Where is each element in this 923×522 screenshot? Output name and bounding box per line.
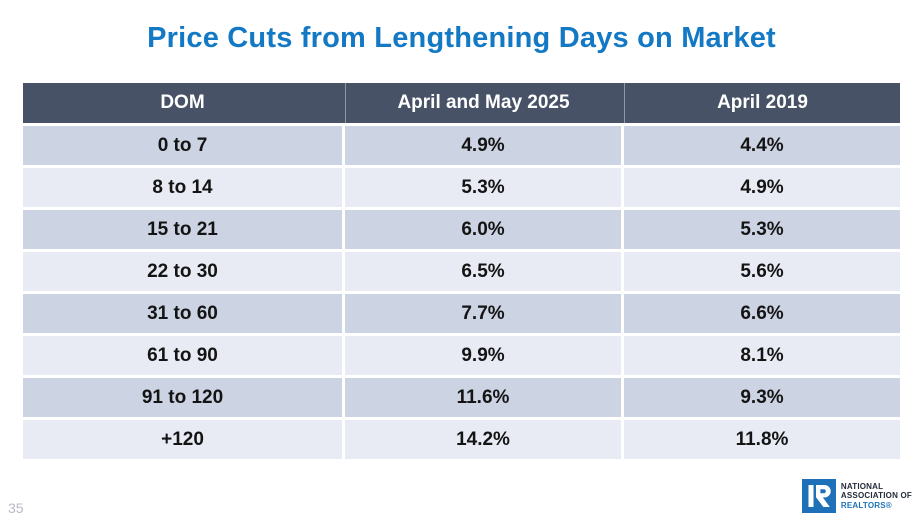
table-row: 22 to 30 6.5% 5.6% (23, 252, 900, 291)
nar-logo: NATIONAL ASSOCIATION OF REALTORS® (801, 479, 912, 513)
cell-april-2019: 4.4% (624, 126, 900, 165)
cell-april-2019: 11.8% (624, 420, 900, 459)
cell-april-may-2025: 6.5% (345, 252, 621, 291)
cell-dom: +120 (23, 420, 342, 459)
cell-april-may-2025: 6.0% (345, 210, 621, 249)
header-cell-april-2019: April 2019 (624, 83, 900, 123)
page-number: 35 (8, 500, 24, 516)
cell-april-may-2025: 11.6% (345, 378, 621, 417)
table-row: +120 14.2% 11.8% (23, 420, 900, 459)
cell-dom: 22 to 30 (23, 252, 342, 291)
cell-april-2019: 9.3% (624, 378, 900, 417)
table-row: 8 to 14 5.3% 4.9% (23, 168, 900, 207)
nar-wordmark-line1: NATIONAL (840, 481, 884, 491)
cell-dom: 91 to 120 (23, 378, 342, 417)
nar-wordmark-line3: REALTORS® (840, 500, 892, 510)
cell-april-2019: 5.6% (624, 252, 900, 291)
nar-wordmark-line2: ASSOCIATION OF (840, 491, 912, 501)
cell-april-2019: 5.3% (624, 210, 900, 249)
cell-april-may-2025: 14.2% (345, 420, 621, 459)
cell-april-may-2025: 9.9% (345, 336, 621, 375)
table-row: 15 to 21 6.0% 5.3% (23, 210, 900, 249)
table-body: 0 to 7 4.9% 4.4% 8 to 14 5.3% 4.9% 15 to… (23, 126, 900, 459)
table-row: 91 to 120 11.6% 9.3% (23, 378, 900, 417)
page-title: Price Cuts from Lengthening Days on Mark… (147, 22, 776, 54)
cell-dom: 0 to 7 (23, 126, 342, 165)
cell-dom: 61 to 90 (23, 336, 342, 375)
cell-april-may-2025: 7.7% (345, 294, 621, 333)
header-cell-april-may-2025: April and May 2025 (345, 83, 621, 123)
realtor-r-icon (801, 479, 836, 513)
table-row: 31 to 60 7.7% 6.6% (23, 294, 900, 333)
table-row: 0 to 7 4.9% 4.4% (23, 126, 900, 165)
cell-april-may-2025: 5.3% (345, 168, 621, 207)
cell-april-may-2025: 4.9% (345, 126, 621, 165)
cell-april-2019: 4.9% (624, 168, 900, 207)
cell-april-2019: 8.1% (624, 336, 900, 375)
cell-dom: 31 to 60 (23, 294, 342, 333)
cell-dom: 15 to 21 (23, 210, 342, 249)
cell-april-2019: 6.6% (624, 294, 900, 333)
table-header-row: DOM April and May 2025 April 2019 (23, 83, 900, 123)
header-cell-dom: DOM (160, 92, 205, 113)
table-row: 61 to 90 9.9% 8.1% (23, 336, 900, 375)
cell-dom: 8 to 14 (23, 168, 342, 207)
data-table: DOM April and May 2025 April 2019 0 to 7… (23, 83, 900, 459)
nar-wordmark: NATIONAL ASSOCIATION OF REALTORS® (841, 482, 912, 511)
